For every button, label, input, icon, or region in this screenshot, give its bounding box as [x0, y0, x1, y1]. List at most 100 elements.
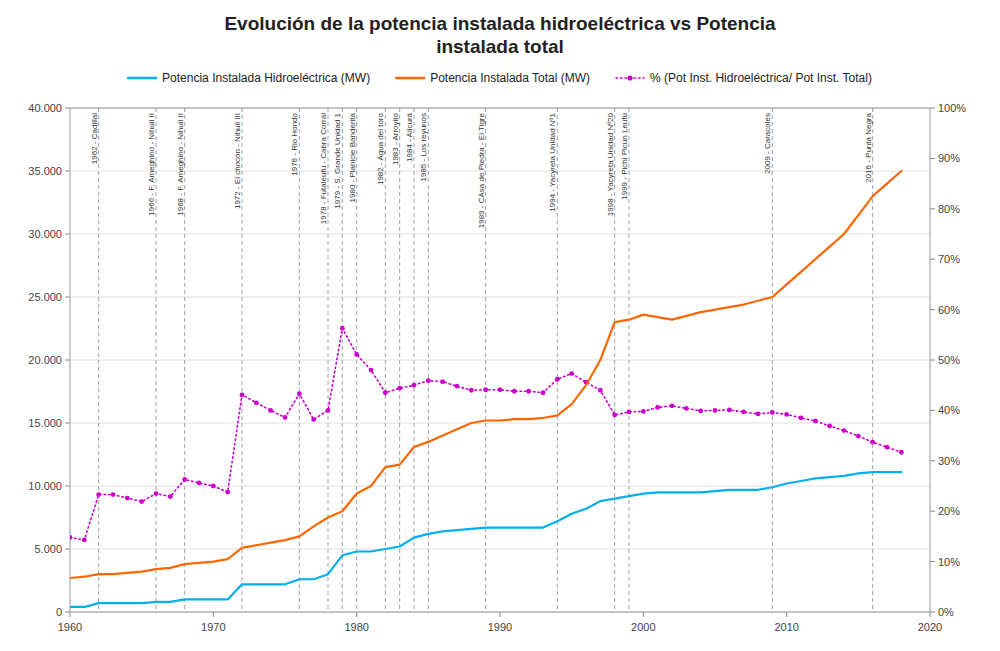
grid-line: [70, 486, 930, 487]
grid-line: [70, 297, 930, 298]
series-marker: [842, 428, 847, 433]
plot-frame: [70, 108, 930, 612]
x-tick-label: 1980: [344, 621, 368, 633]
y-tick-label: 0: [56, 606, 62, 618]
y2-tick-label: 100%: [938, 102, 966, 114]
series-marker: [885, 445, 890, 450]
legend-item: % (Pot Inst. Hidroeléctrica/ Pot Inst. T…: [616, 71, 872, 85]
series-marker: [440, 379, 445, 384]
y2-tick-label: 40%: [938, 404, 960, 416]
x-tick-label: 2010: [774, 621, 798, 633]
annotation-label: 1984 - Alicurá: [405, 112, 414, 161]
legend-marker: [627, 75, 632, 80]
series-marker: [641, 409, 646, 414]
series-marker: [799, 416, 804, 421]
y-tick-label: 5.000: [34, 543, 62, 555]
annotation-label: 1972 - El chocón - Nihuil III: [233, 113, 242, 209]
legend-swatch: [396, 77, 424, 80]
legend-item: Potencia Instalada Total (MW): [396, 71, 590, 85]
x-tick: [500, 612, 501, 617]
series-marker: [139, 499, 144, 504]
annotation-line: [428, 108, 429, 612]
annotation-labels: 1962 - Cadillal1966 - F. Ameghino - Nihu…: [90, 112, 873, 228]
y-tick: [65, 234, 70, 235]
y-tick: [65, 297, 70, 298]
x-tick: [786, 612, 787, 617]
annotation-line: [98, 108, 99, 612]
series-marker: [182, 477, 187, 482]
series-marker: [268, 408, 273, 413]
annotation-label: 2009 - Caracoles: [763, 113, 772, 174]
series-marker: [111, 492, 116, 497]
annotation-label: 1982 - Agua del toro: [376, 112, 385, 185]
y2-tick: [930, 158, 935, 159]
series-marker: [168, 494, 173, 499]
series-marker: [297, 391, 302, 396]
legend-label: Potencia Instalada Hidroeléctrica (MW): [162, 71, 370, 85]
series-marker: [326, 408, 331, 413]
grid-line: [70, 360, 930, 361]
series-marker: [125, 496, 130, 501]
y2-tick: [930, 208, 935, 209]
series-marker: [727, 407, 732, 412]
y2-tick-label: 90%: [938, 152, 960, 164]
annotation-line: [399, 108, 400, 612]
y-tick: [65, 486, 70, 487]
y2-tick-label: 60%: [938, 304, 960, 316]
series-marker: [483, 387, 488, 392]
y-tick: [65, 549, 70, 550]
series-marker: [283, 415, 288, 420]
series-marker: [512, 389, 517, 394]
y-tick-label: 30.000: [28, 228, 62, 240]
series-marker: [154, 491, 159, 496]
chart: Evolución de la potencia instalada hidro…: [0, 0, 1000, 651]
y-tick-label: 15.000: [28, 417, 62, 429]
y2-tick-label: 50%: [938, 354, 960, 366]
y-tick: [65, 612, 70, 613]
title-line: Evolución de la potencia instalada hidro…: [224, 13, 776, 34]
annotation-label: 1999 - Pichi Picún Leufú: [620, 113, 629, 200]
annotation-label: 1966 - F. Ameghino - Nihuil II: [147, 113, 156, 216]
y2-tick-label: 30%: [938, 455, 960, 467]
series-marker: [827, 424, 832, 429]
annotation-line: [414, 108, 415, 612]
series-marker: [555, 377, 560, 382]
y-tick-label: 20.000: [28, 354, 62, 366]
series-marker: [784, 412, 789, 417]
x-tick-label: 2020: [918, 621, 942, 633]
series-marker: [899, 450, 904, 455]
series-marker: [498, 387, 503, 392]
x-tick: [643, 612, 644, 617]
series-marker: [426, 378, 431, 383]
y-tick: [65, 171, 70, 172]
series-marker: [197, 481, 202, 486]
series-line: [70, 171, 901, 578]
grid-line: [70, 171, 930, 172]
x-tick: [356, 612, 357, 617]
y2-tick: [930, 410, 935, 411]
annotation-label: 1968 - F. Ameghino - Nihuil II: [176, 113, 185, 216]
series-marker: [469, 388, 474, 393]
y2-tick-label: 10%: [938, 556, 960, 568]
annotation-label: 1976 - Rio Hondo: [290, 112, 299, 175]
grid-line: [70, 234, 930, 235]
series-marker: [455, 384, 460, 389]
series-marker: [96, 492, 101, 497]
legend: Potencia Instalada Hidroeléctrica (MW) Po…: [128, 71, 872, 85]
annotation-label: 1983 - Arroyito: [391, 112, 400, 165]
series-marker: [598, 388, 603, 393]
grid-line: [70, 549, 930, 550]
series-line: [70, 472, 901, 607]
series-marker: [569, 371, 574, 376]
annotation-lines: [99, 108, 873, 612]
series-marker: [412, 383, 417, 388]
y-tick-label: 35.000: [28, 165, 62, 177]
series-marker: [82, 538, 87, 543]
x-tick: [213, 612, 214, 617]
series-marker: [340, 326, 345, 331]
series-marker: [670, 403, 675, 408]
data: [70, 171, 904, 607]
series-marker: [684, 406, 689, 411]
series-marker: [612, 413, 617, 418]
x-tick: [70, 612, 71, 617]
